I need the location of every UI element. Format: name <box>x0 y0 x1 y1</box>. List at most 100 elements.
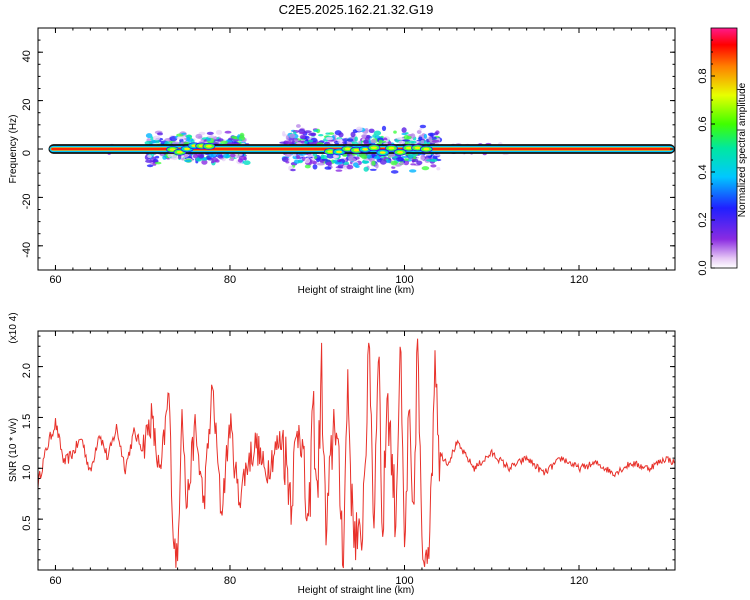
spectral-scatter-dot <box>338 132 344 138</box>
spectral-scatter-dot <box>181 157 185 161</box>
spectral-scatter-dot <box>371 160 376 166</box>
spectral-scatter-dot <box>416 160 423 165</box>
spectral-scatter-dot <box>215 129 223 135</box>
colorbar-tick-label: 0.6 <box>697 116 709 131</box>
spectral-scatter-dot <box>145 159 153 163</box>
spectral-scatter-dot <box>289 133 296 139</box>
colorbar-gradient <box>710 27 738 269</box>
band-knot-core <box>423 147 430 151</box>
spectral-scatter-dot <box>363 166 369 172</box>
spectral-scatter-dot <box>407 134 414 137</box>
spectral-scatter-dot <box>181 132 187 135</box>
spectral-scatter-dot <box>308 139 314 143</box>
spectral-scatter-dot <box>307 154 312 158</box>
spectral-scatter-dot <box>346 164 354 170</box>
spectral-scatter-dot <box>393 130 397 134</box>
colorbar: 0.0 0.2 0.4 0.6 0.8 <box>697 27 738 276</box>
spectral-scatter-dot <box>282 130 286 137</box>
spectral-scatter-dot <box>296 124 301 128</box>
top-y-axis-label: Frequency (Hz) <box>8 115 19 184</box>
bottom-y-axis-label: SNR (10 * v/v) <box>8 418 19 482</box>
spectral-scatter-dot <box>427 132 435 137</box>
y-tick-label: 20 <box>21 98 33 110</box>
spectral-scatter-dot <box>332 160 337 163</box>
spectral-scatter-dot <box>373 130 382 136</box>
x-tick-label: 100 <box>395 575 413 587</box>
band-knot-core <box>176 150 183 154</box>
spectral-scatter-dot <box>211 157 219 162</box>
spectral-scatter-dot <box>418 136 423 141</box>
y-multiplier-label: (x10 4) <box>8 312 19 343</box>
spectral-scatter-dot <box>363 139 369 144</box>
spectral-scatter-dot <box>369 168 377 171</box>
spectral-scatter-dot <box>356 126 363 132</box>
spectral-scatter-dot <box>152 135 161 141</box>
spectral-scatter-dot <box>326 161 333 166</box>
spectral-scatter-dot <box>297 160 303 164</box>
spectral-scatter-dot <box>432 139 440 143</box>
band-knot-core <box>344 147 351 151</box>
spectral-scatter-dot <box>328 132 335 135</box>
spectral-scatter-dot <box>337 159 342 163</box>
spectral-scatter-dot <box>407 153 414 159</box>
y-tick-label: 0 <box>21 150 33 156</box>
band-knot-core <box>379 151 386 154</box>
band-knot-core <box>362 147 369 151</box>
spectral-scatter-dot <box>145 133 153 139</box>
spectral-scatter-dot <box>171 155 179 161</box>
spectral-scatter-dot <box>350 131 356 138</box>
spectral-scatter-dot <box>224 130 232 134</box>
spectral-scatter-dot <box>418 128 423 131</box>
colorbar-tick-label: 0.0 <box>697 260 709 275</box>
spectral-scatter-dot <box>398 140 406 145</box>
spectral-scatter-dot <box>379 159 387 165</box>
x-tick-label: 120 <box>570 274 588 286</box>
spectral-scatter-dot <box>313 129 319 133</box>
spectral-scatter-dot <box>201 159 208 165</box>
spectral-scatter-dot <box>296 154 300 160</box>
spectral-scatter-dot <box>353 162 359 167</box>
spectral-scatter-dot <box>372 134 377 138</box>
x-tick-label: 80 <box>224 274 236 286</box>
snr-panel: 60 80 100 120 0.5 1.0 1.5 2.0 <box>21 330 676 587</box>
band-knot-core <box>184 147 191 151</box>
spectral-scatter-dot <box>324 166 332 170</box>
spectral-scatter-dot <box>290 168 296 172</box>
band-knot-core <box>353 148 360 152</box>
spectral-scatter-dot <box>206 137 211 142</box>
spectral-scatter-dot <box>172 141 180 145</box>
spectral-scatter-dot <box>325 132 331 135</box>
spectral-scatter-dot <box>176 136 185 140</box>
spectral-scatter-dot <box>387 141 392 145</box>
y-tick-label: -40 <box>21 242 33 258</box>
band-knot-core <box>370 146 377 150</box>
spectral-scatter-dot <box>229 153 236 158</box>
spectral-scatter-dot <box>207 135 215 138</box>
snr-line-group <box>38 338 675 569</box>
spectral-scatter-dot <box>426 153 431 156</box>
y-tick-label: 2.0 <box>21 363 33 378</box>
band-knot-core <box>327 150 334 153</box>
spectral-scatter-dot <box>154 161 162 165</box>
spectrogram-marks <box>48 124 675 174</box>
spectral-scatter-dot <box>346 138 354 142</box>
colorbar-tick-label: 0.2 <box>697 212 709 227</box>
chart-title: C2E5.2025.162.21.32.G19 <box>279 2 434 17</box>
spectral-scatter-dot <box>243 160 251 165</box>
spectral-scatter-dot <box>321 155 328 160</box>
spectral-scatter-dot <box>312 164 318 170</box>
spectral-scatter-dot <box>220 140 229 145</box>
x-tick-label: 60 <box>49 274 61 286</box>
spectral-scatter-dot <box>420 154 425 160</box>
spectral-scatter-dot <box>385 159 391 164</box>
y-tick-label: -20 <box>21 193 33 209</box>
spectral-scatter-dot <box>304 158 311 164</box>
spectral-scatter-dot <box>316 157 320 163</box>
x-tick-label: 120 <box>570 575 588 587</box>
spectral-scatter-dot <box>186 136 191 141</box>
y-tick-label: 40 <box>21 50 33 62</box>
spectral-scatter-dot <box>406 135 412 140</box>
spectral-scatter-dot <box>144 140 153 145</box>
spectral-scatter-dot <box>404 158 409 161</box>
spectral-scatter-dot <box>411 140 417 144</box>
